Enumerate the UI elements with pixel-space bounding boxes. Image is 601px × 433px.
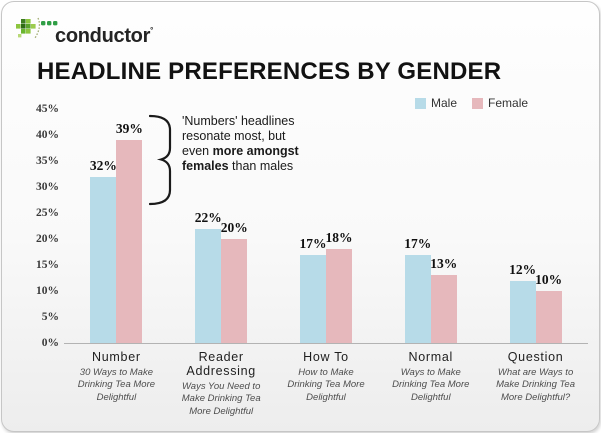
y-tick-label: 40% — [36, 129, 59, 141]
value-label: 12% — [509, 261, 537, 277]
category-label: Normal — [408, 350, 454, 364]
arc — [34, 17, 41, 39]
bar-female: 20% — [220, 220, 248, 343]
legend-swatch — [415, 97, 426, 109]
y-tick-label: 35% — [36, 155, 59, 167]
y-tick-label: 45% — [36, 103, 59, 115]
conductor-logo-icon — [16, 17, 58, 39]
registered-mark: ° — [150, 26, 153, 35]
value-label: 13% — [430, 256, 458, 272]
annotation: 'Numbers' headlines resonate most, but eve… — [149, 114, 299, 206]
bar-group: 12% 10% Question What are Ways to Make Drin… — [483, 109, 588, 418]
legend-item-female: Female — [472, 96, 528, 110]
category-subtitle: 30 Ways to Make Drinking Tea More Deligh… — [77, 367, 156, 403]
brand-name: conductor° — [55, 25, 153, 47]
value-label: 22% — [194, 209, 222, 225]
bar-male: 12% — [509, 261, 537, 343]
category-label: Number — [92, 350, 141, 364]
value-label: 10% — [535, 272, 563, 287]
value-label: 20% — [220, 220, 248, 235]
y-tick-label: 10% — [36, 285, 59, 297]
annotation-text: 'Numbers' headlines resonate most, but eve… — [182, 114, 299, 174]
bar-male: 32% — [89, 157, 117, 343]
bar-female: 18% — [325, 230, 353, 343]
brace-icon — [149, 114, 172, 206]
bar-group: 17% 13% Normal Ways to Make Drinking Tea Mo… — [378, 109, 483, 418]
three-dots — [41, 21, 58, 26]
bar-male: 17% — [299, 235, 327, 343]
bar-pair: 22% 20% — [194, 109, 248, 343]
x-axis-line — [64, 343, 588, 344]
value-label: 17% — [299, 235, 327, 251]
y-tick-label: 5% — [41, 311, 59, 323]
y-tick-label: 30% — [36, 181, 59, 193]
annotation-line: females than males — [182, 159, 294, 173]
legend-label: Male — [431, 96, 458, 110]
bar-pair: 17% 13% — [404, 109, 458, 343]
bar-pair: 17% 18% — [299, 109, 353, 343]
x-label: Normal Ways to Make Drinking Tea More Del… — [379, 350, 483, 404]
category-label: How To — [303, 350, 349, 364]
category-subtitle: What are Ways to Make Drinking Tea More … — [496, 367, 575, 403]
bar-rect — [535, 291, 562, 343]
y-tick-label: 20% — [36, 233, 59, 245]
bar-female: 13% — [430, 256, 458, 343]
bar-group: 22% 20% Reader Addressing Ways You Need to … — [169, 109, 274, 418]
category-subtitle: Ways You Need to Make Drinking Tea More … — [181, 381, 261, 417]
page-title: HEADLINE PREFERENCES BY GENDER — [37, 58, 502, 85]
bar-rect — [116, 140, 143, 343]
legend: Male Female — [415, 96, 528, 110]
bar-rect — [299, 254, 326, 343]
bar-rect — [90, 176, 117, 343]
y-axis: 45% 40% 35% 30% 25% 20% 15% 10% 5% 0% — [28, 103, 59, 349]
bar-female: 39% — [115, 121, 143, 343]
legend-label: Female — [488, 96, 529, 110]
annotation-line: 'Numbers' headlines — [182, 114, 295, 128]
pixel-cluster — [16, 19, 36, 38]
value-label: 39% — [115, 121, 143, 137]
bar-male: 17% — [404, 235, 432, 343]
bar-rect — [325, 249, 352, 343]
category-label: Question — [507, 350, 564, 364]
value-label: 18% — [325, 230, 353, 246]
category-subtitle: How to Make Drinking Tea More Delightful — [287, 367, 365, 403]
bar-rect — [404, 254, 431, 343]
annotation-line: resonate most, but — [182, 129, 286, 143]
value-label: 17% — [404, 235, 432, 251]
legend-swatch — [472, 97, 484, 109]
bar-rect — [195, 228, 222, 343]
bar-female: 10% — [535, 272, 563, 343]
category-subtitle: Ways to Make Drinking Tea More Delightfu… — [392, 367, 470, 403]
bar-pair: 12% 10% — [509, 109, 563, 343]
bar-group: 17% 18% How To How to Make Drinking Tea Mor… — [274, 109, 379, 418]
category-label: Reader Addressing — [186, 350, 256, 378]
x-label: How To How to Make Drinking Tea More Deli… — [274, 350, 378, 404]
bar-group: 32% 39% Number 30 Ways to Make Drinking Tea… — [64, 109, 169, 418]
bar-male: 22% — [194, 209, 222, 343]
y-tick-label: 15% — [36, 259, 59, 271]
bar-pair: 32% 39% — [89, 109, 143, 343]
y-tick-label: 0% — [41, 337, 59, 349]
value-label: 32% — [89, 157, 117, 173]
x-label: Question What are Ways to Make Drinking T… — [484, 350, 588, 404]
legend-item-male: Male — [415, 96, 457, 110]
annotation-line: even more amongst — [182, 144, 299, 158]
bar-rect — [509, 280, 536, 343]
x-label: Reader Addressing Ways You Need to Make D… — [169, 350, 273, 418]
bar-rect — [430, 275, 457, 343]
x-label: Number 30 Ways to Make Drinking Tea More … — [64, 350, 168, 404]
bar-rect — [221, 239, 248, 343]
plot-area: 32% 39% Number 30 Ways to Make Drinking Tea… — [64, 109, 588, 417]
conductor-logo: conductor° — [14, 11, 153, 47]
y-tick-label: 25% — [36, 207, 59, 219]
plot-groups: 32% 39% Number 30 Ways to Make Drinking Tea… — [64, 109, 588, 418]
